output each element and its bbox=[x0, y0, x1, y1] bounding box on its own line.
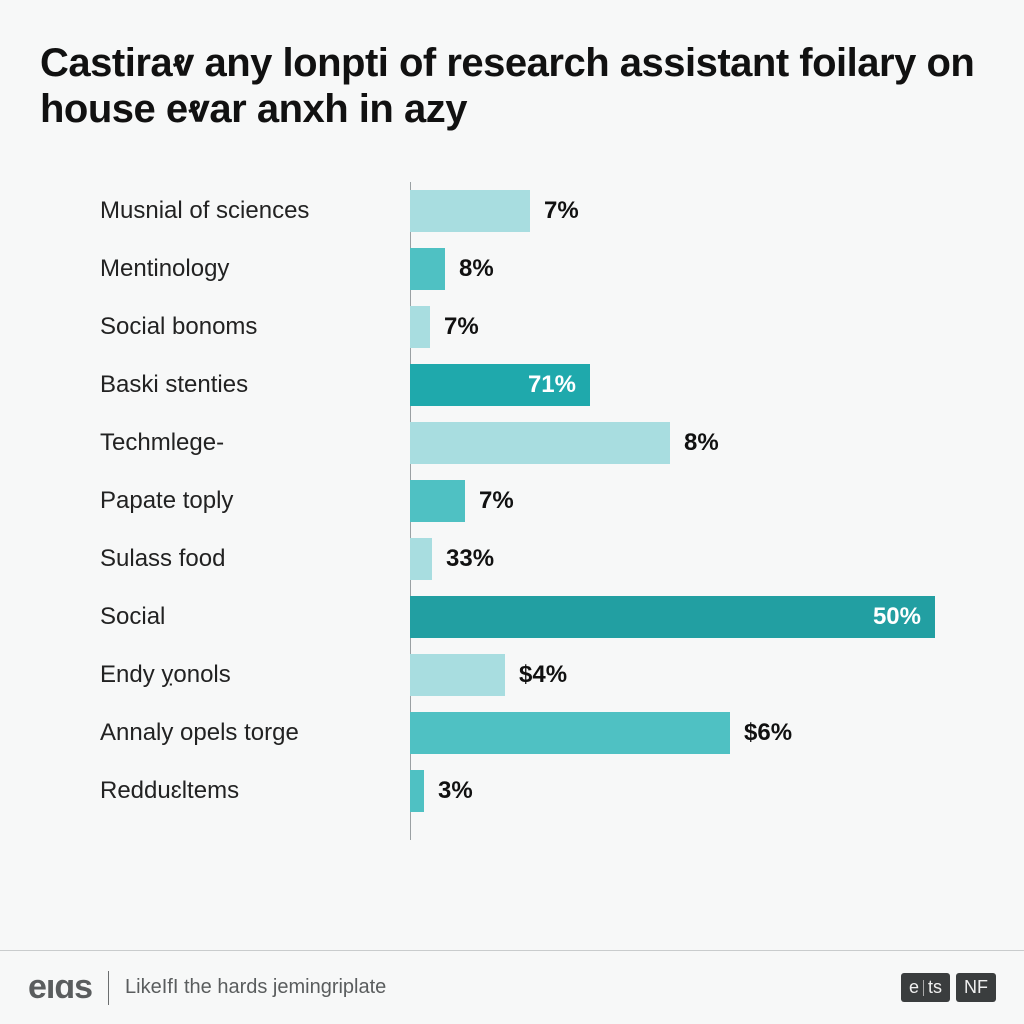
chart-title: Castiraⱴ any lonpti of research assistan… bbox=[40, 40, 984, 132]
chart-area: Musnial of sciences 7% Mentinology 8% So… bbox=[40, 182, 984, 820]
chart-row: Papate toply 7% bbox=[100, 472, 984, 530]
row-label: Redduɛltems bbox=[100, 777, 410, 805]
footer-badge-nf: NF bbox=[956, 973, 996, 1002]
chart-row: Baski stenties 71% bbox=[100, 356, 984, 414]
bar-value: 50% bbox=[873, 603, 921, 631]
row-label: Social bonoms bbox=[100, 313, 410, 341]
row-label: Endy ỵonols bbox=[100, 661, 410, 689]
bar-value: 7% bbox=[479, 487, 514, 515]
chart-row: Endy ỵonols $4% bbox=[100, 646, 984, 704]
row-label: Baski stenties bbox=[100, 371, 410, 399]
badge-part: e bbox=[909, 977, 919, 998]
bar-value: 7% bbox=[544, 197, 579, 225]
chart-row: Mentinology 8% bbox=[100, 240, 984, 298]
chart-row: Musnial of sciences 7% bbox=[100, 182, 984, 240]
footer-logo: eıɑs bbox=[28, 968, 92, 1007]
bar bbox=[410, 422, 670, 464]
bar-value: 3% bbox=[438, 777, 473, 805]
bar-value: $6% bbox=[744, 719, 792, 747]
chart-row: Techmlege- 8% bbox=[100, 414, 984, 472]
row-label: Techmlege- bbox=[100, 429, 410, 457]
bar bbox=[410, 190, 530, 232]
chart-row: Annaly opels torge $6% bbox=[100, 704, 984, 762]
row-label: Papate toply bbox=[100, 487, 410, 515]
bar bbox=[410, 306, 430, 348]
footer-caption: LikeIfI the hards jemingriplate bbox=[125, 976, 386, 999]
bar: 71% bbox=[410, 364, 590, 406]
footer: eıɑs LikeIfI the hards jemingriplate e t… bbox=[0, 950, 1024, 1024]
badge-part: ts bbox=[928, 977, 942, 998]
bar bbox=[410, 770, 424, 812]
chart-row: Social bonoms 7% bbox=[100, 298, 984, 356]
bar: 50% bbox=[410, 596, 935, 638]
bar-value: 8% bbox=[459, 255, 494, 283]
bar bbox=[410, 654, 505, 696]
chart-row: Social 50% bbox=[100, 588, 984, 646]
bar-value: $4% bbox=[519, 661, 567, 689]
bar-value: 7% bbox=[444, 313, 479, 341]
chart-row: Redduɛltems 3% bbox=[100, 762, 984, 820]
chart-row: Sulass food 33% bbox=[100, 530, 984, 588]
bar bbox=[410, 538, 432, 580]
footer-divider bbox=[108, 971, 109, 1005]
bar bbox=[410, 480, 465, 522]
bar bbox=[410, 712, 730, 754]
bar-value: 8% bbox=[684, 429, 719, 457]
bar-value: 33% bbox=[446, 545, 494, 573]
badge-divider bbox=[923, 980, 924, 996]
bar-value: 71% bbox=[528, 371, 576, 399]
footer-badge-ets: e ts bbox=[901, 973, 950, 1002]
footer-badges: e ts NF bbox=[901, 973, 996, 1002]
row-label: Sulass food bbox=[100, 545, 410, 573]
row-label: Musnial of sciences bbox=[100, 197, 410, 225]
row-label: Social bbox=[100, 603, 410, 631]
row-label: Annaly opels torge bbox=[100, 719, 410, 747]
row-label: Mentinology bbox=[100, 255, 410, 283]
bar bbox=[410, 248, 445, 290]
